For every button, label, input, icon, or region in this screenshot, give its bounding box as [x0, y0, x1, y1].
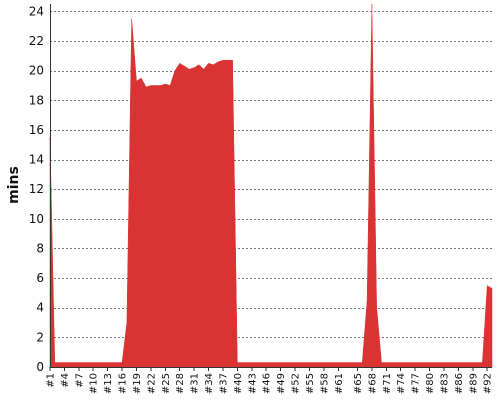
- y-tick-label: 2: [36, 330, 44, 344]
- x-tick-label: #25: [161, 373, 172, 394]
- y-tick-label: 22: [29, 34, 44, 48]
- series-area: [49, 3, 493, 368]
- y-tick-label: 12: [29, 182, 44, 196]
- x-tick-label: #86: [454, 373, 465, 394]
- x-tick-label: #28: [175, 373, 186, 394]
- y-tick-label: 24: [29, 4, 44, 18]
- y-tick-label: 16: [29, 123, 44, 137]
- series-area-fill: [49, 3, 493, 368]
- axes: [50, 4, 492, 368]
- x-tick-label: #65: [353, 373, 364, 394]
- grid-lines: [50, 11, 492, 338]
- y-tick-label: 6: [36, 271, 44, 285]
- x-tick-label: #77: [411, 373, 422, 394]
- x-tick-label: #13: [103, 373, 114, 394]
- x-tick-label: #71: [382, 373, 393, 394]
- y-tick-label: 0: [36, 360, 44, 374]
- x-tick-labels: #1 #4 #7 #10 #13 #16 #19 #22 #25 #28 #31 #34 #37 #40 #…: [46, 367, 494, 394]
- y-tick-label: 18: [29, 93, 44, 107]
- x-tick-label: #7: [74, 373, 85, 388]
- x-tick-label: #61: [334, 373, 345, 394]
- x-tick-label: #1: [46, 373, 57, 388]
- x-tick-label: #37: [218, 373, 229, 394]
- y-axis-title: mins: [6, 166, 22, 204]
- x-tick-label: #40: [233, 373, 244, 394]
- x-tick-label: #92: [483, 373, 494, 394]
- y-tick-label: 10: [29, 212, 44, 226]
- x-tick-label: #83: [439, 373, 450, 394]
- x-tick-label: #10: [89, 373, 100, 394]
- y-tick-label: 4: [36, 301, 44, 315]
- x-tick-label: #31: [190, 373, 201, 394]
- x-tick-label: #19: [132, 373, 143, 394]
- x-tick-label: #74: [396, 373, 407, 394]
- y-tick-label: 20: [29, 64, 44, 78]
- x-tick-label: #49: [276, 373, 287, 394]
- x-tick-label: #89: [468, 373, 479, 394]
- y-tick-label: 8: [36, 241, 44, 255]
- x-tick-label: #68: [367, 373, 378, 394]
- x-tick-label: #58: [319, 373, 330, 394]
- x-tick-label: #80: [425, 373, 436, 394]
- x-tick-label: #16: [118, 373, 129, 394]
- x-tick-label: #55: [305, 373, 316, 394]
- x-tick-label: #46: [262, 373, 273, 394]
- x-tick-label: #34: [204, 373, 215, 394]
- x-tick-label: #4: [60, 373, 71, 388]
- x-tick-label: #22: [146, 373, 157, 394]
- x-tick-label: #52: [291, 373, 302, 394]
- y-tick-label: 14: [29, 153, 44, 167]
- x-tick-label: #43: [247, 373, 258, 394]
